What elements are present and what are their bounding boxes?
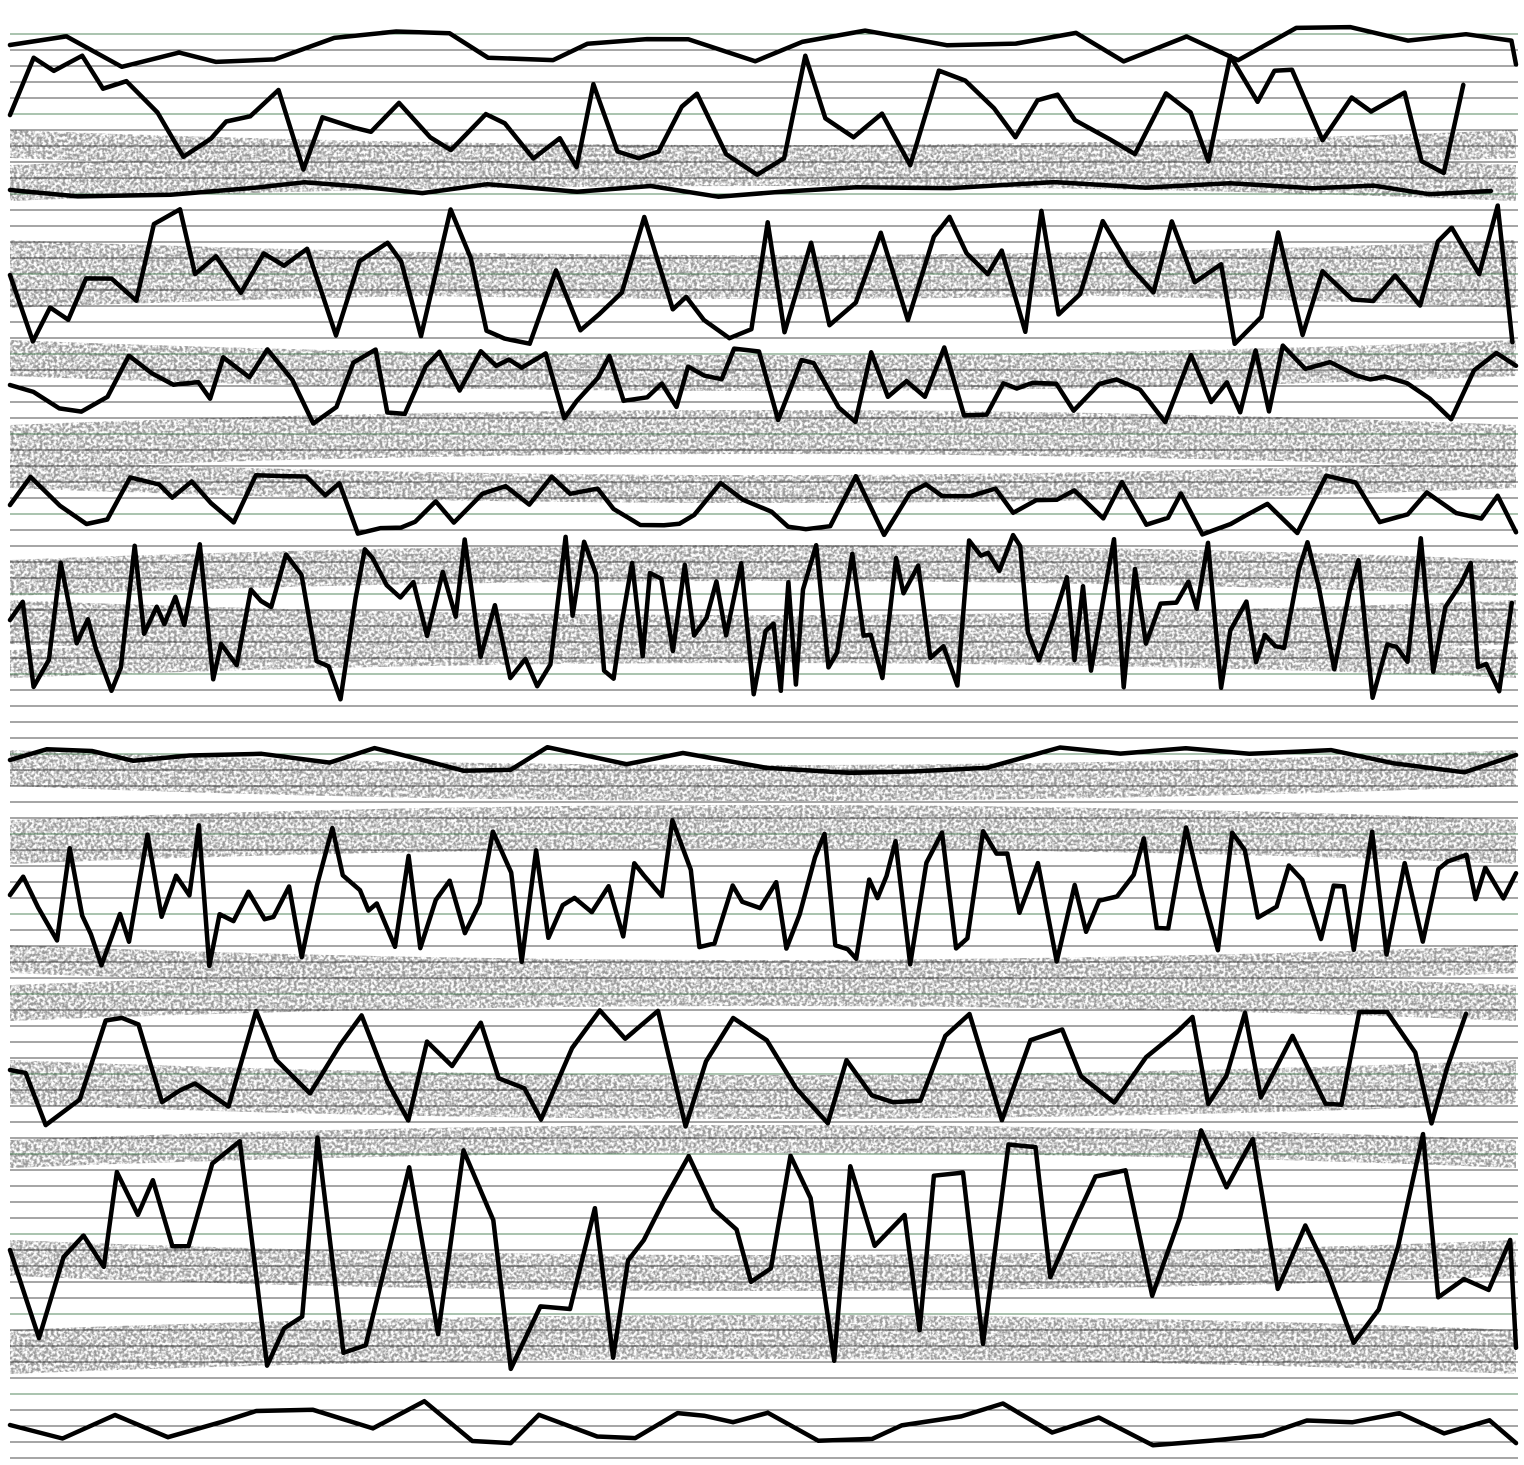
seismograph-trace (7, 179, 1494, 199)
seismograph-traces (7, 24, 1519, 1448)
texture-band (10, 410, 1516, 469)
seismograph-trace (7, 53, 1466, 177)
seismograph-trace (7, 473, 1519, 538)
texture-band (10, 970, 1516, 1021)
texture-band (10, 1125, 1516, 1168)
seismograph-trace (7, 1398, 1519, 1448)
texture-band (10, 750, 1516, 801)
seismograph-trace (7, 818, 1519, 969)
texture-band (10, 1315, 1516, 1374)
seismograph-trace (7, 24, 1519, 70)
seismograph-trace (7, 744, 1519, 776)
seismograph-trace (7, 343, 1519, 426)
texture-band (10, 545, 1516, 596)
seismograph-trace (7, 1128, 1519, 1372)
staff-rules (10, 33, 1518, 1459)
seismograph-trace (7, 203, 1515, 347)
seismograph-trace (7, 532, 1515, 702)
seismograph-trace (7, 1008, 1469, 1129)
